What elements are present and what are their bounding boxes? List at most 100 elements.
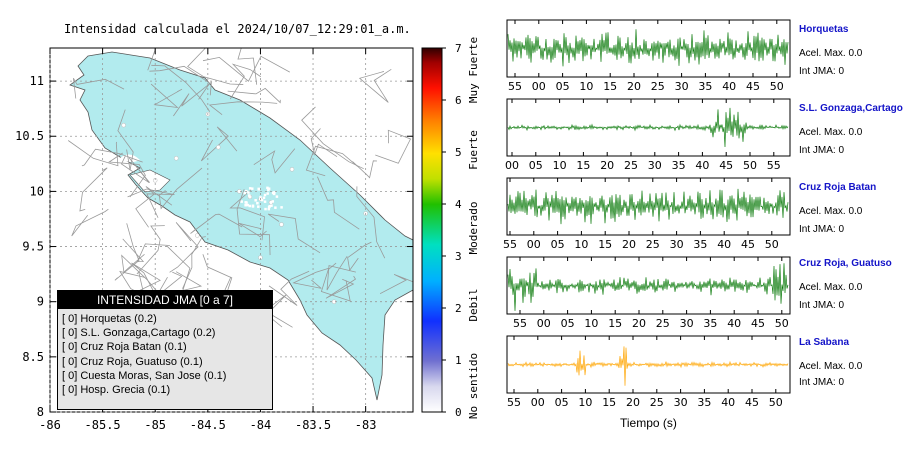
time-tick-label: 35 [693,238,707,251]
station-name: S.L. Gonzaga,Cartago [799,103,903,114]
station-point [251,204,255,207]
legend-row: [ 0] Cruz Roja Batan (0.1) [62,341,187,354]
time-tick-label: 50 [770,80,784,93]
road [73,77,125,99]
road [375,129,412,164]
road [79,167,108,212]
road [200,126,238,162]
colorbar-label: Moderado [467,202,480,255]
station-point [270,204,273,207]
station-point [254,199,257,202]
station-point [174,156,179,161]
road [268,270,310,306]
intensity-legend: INTENSIDAD JMA [0 a 7] [ 0] Horquetas (0… [57,290,273,410]
station-point [274,206,277,209]
colorbar-tick-label: 6 [455,94,462,107]
waveform-panel: 55 00 05 10 15 20 25 30 35 40 45 50 [503,177,791,251]
station-acel: Acel. Max. 0.0 [799,48,863,59]
station-point [275,195,279,198]
station-point [247,191,250,194]
time-tick-label: 05 [529,159,543,172]
station-jma: Int JMA: 0 [799,224,845,235]
time-tick-label: 25 [646,238,660,251]
road [229,63,262,100]
station-name: Horquetas [799,24,849,35]
road [147,48,156,71]
station-point [256,201,259,205]
y-tick-label: 8.5 [22,350,44,364]
road [122,238,170,263]
x-tick-label: -85 [144,418,166,432]
station-point [263,200,267,203]
station-name: Cruz Roja Batan [799,182,877,193]
station-acel: Acel. Max. 0.0 [799,282,863,293]
time-tick-label: 00 [532,80,546,93]
station-point [243,191,247,195]
time-tick-label: 15 [576,159,590,172]
time-tick-label: 35 [703,317,717,330]
legend-row: [ 0] S.L. Gonzaga,Cartago (0.2) [62,327,216,340]
legend-title: INTENSIDAD JMA [0 a 7] [58,291,272,309]
time-tick-label: 35 [698,80,712,93]
station-point [121,122,126,128]
time-tick-label: 55 [503,238,517,251]
x-tick-label: -84.5 [190,418,226,432]
road [208,101,278,116]
time-tick-label: 45 [745,396,759,409]
road [131,262,161,293]
time-tick-label: 45 [746,80,760,93]
station-point [271,191,275,195]
road [169,222,199,273]
station-acel: Acel. Max. 0.0 [799,361,863,372]
road [67,140,119,167]
road [151,64,211,112]
road [182,236,206,289]
station-jma: Int JMA: 0 [799,145,845,156]
station-point [266,192,269,195]
time-tick-label: 20 [632,317,646,330]
time-tick-label: 30 [675,80,689,93]
time-tick-label: 15 [608,317,622,330]
time-tick-label: 55 [767,159,781,172]
time-tick-label: 10 [574,238,588,251]
station-point [257,187,260,191]
time-tick-label: 30 [674,396,688,409]
time-tick-label: 45 [751,317,765,330]
y-tick-label: 9.5 [22,240,44,254]
time-tick-label: 55 [508,80,522,93]
time-tick-label: 00 [537,317,551,330]
time-tick-label: 15 [598,238,612,251]
map-y-axis: 11 10.5 10 9.5 9 8.5 8 [15,74,413,419]
y-tick-label: 8 [37,405,44,419]
time-tick-label: 30 [680,317,694,330]
station-point [267,187,271,190]
time-tick-label: 20 [600,159,614,172]
road [236,189,271,256]
road [267,213,321,254]
legend-row: [ 0] Hosp. Grecia (0.1) [62,384,171,397]
time-tick-label: 55 [513,317,527,330]
time-tick-label: 50 [743,159,757,172]
time-tick-label: 05 [556,80,570,93]
station-point [266,186,269,190]
waveform-panel: 00 05 10 15 20 25 30 35 40 45 50 55 [505,98,791,172]
station-point [244,203,247,207]
road [150,83,183,109]
road [190,213,243,234]
time-tick-label: 20 [626,396,640,409]
time-tick-label: 10 [553,159,567,172]
road [120,155,151,184]
road [352,160,378,179]
time-tick-label: 45 [719,159,733,172]
legend-row: [ 0] Horquetas (0.2) [62,313,157,325]
station-jma: Int JMA: 0 [799,66,845,77]
station-point [267,207,271,211]
y-tick-label: 9 [37,295,44,309]
road [227,87,281,104]
time-tick-label: 40 [727,317,741,330]
time-tick-label: 05 [561,317,575,330]
colorbar-tick-label: 5 [455,146,462,159]
road [173,81,212,117]
time-tick-label: 55 [507,396,521,409]
